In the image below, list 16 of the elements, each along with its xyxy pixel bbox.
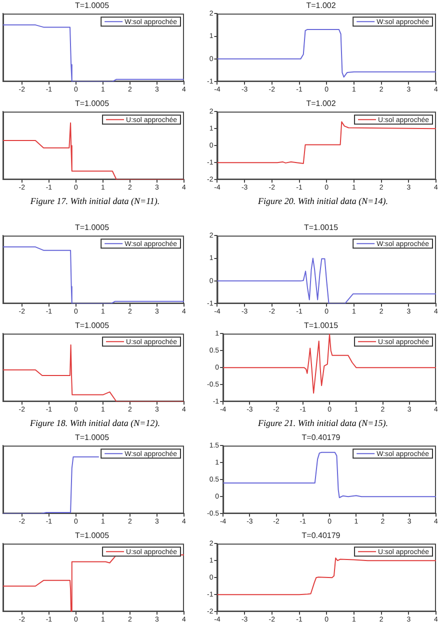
chart-title: T=0.40179: [302, 433, 341, 442]
chart-title: T=1.0005: [74, 1, 110, 10]
chart-title: T=0.40179: [302, 531, 341, 540]
caption: Figure 20. With initial data (N=14).: [257, 196, 389, 206]
chart-title: T=1.0015: [304, 321, 339, 330]
chart-title: T=1.0005: [74, 321, 110, 330]
caption: Figure 21. With initial data (N=15).: [257, 418, 389, 428]
chart-title: T=1.002: [306, 99, 336, 108]
caption: Figure 18. With initial data (N=12).: [29, 418, 161, 428]
chart-title: T=1.0005: [74, 433, 110, 442]
caption: Figure 17. With initial data (N=11).: [29, 196, 161, 206]
chart-title: T=1.002: [306, 1, 336, 10]
chart-title: T=1.0005: [74, 99, 110, 108]
chart-title: T=1.0005: [74, 531, 110, 540]
chart-title: T=1.0015: [304, 223, 339, 232]
chart-title: T=1.0005: [74, 223, 110, 232]
